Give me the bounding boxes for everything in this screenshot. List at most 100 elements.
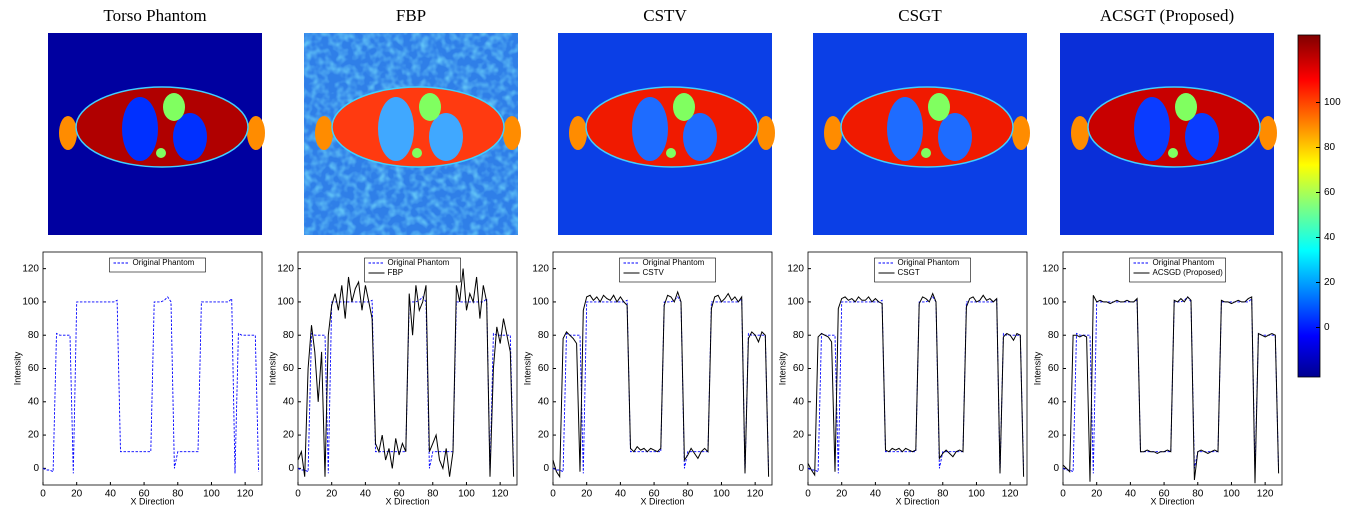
x-tick-label: 0	[550, 489, 556, 500]
x-tick-label: 80	[937, 489, 949, 500]
y-axis-label: Intensity	[12, 351, 22, 385]
y-tick-label: 60	[793, 363, 805, 374]
legend-label: CSTV	[643, 268, 665, 277]
arm	[1259, 116, 1277, 150]
legend-label: Original Phantom	[1153, 258, 1215, 267]
legend-box	[619, 257, 716, 283]
legend-label: FBP	[388, 268, 404, 277]
arm	[1071, 116, 1089, 150]
y-tick-label: 0	[798, 463, 804, 474]
y-tick-label: 80	[28, 330, 40, 341]
x-tick-label: 20	[326, 489, 338, 500]
y-tick-label: 100	[532, 297, 549, 308]
y-tick-label: 80	[538, 330, 550, 341]
y-axis-label: Intensity	[1032, 351, 1042, 385]
panel-title: CSGT	[898, 6, 942, 25]
reconstruction-image	[558, 33, 775, 235]
x-tick-label: 60	[394, 489, 406, 500]
colorbar-tick-label: 40	[1324, 232, 1336, 243]
y-tick-label: 0	[288, 463, 294, 474]
arm	[1012, 116, 1030, 150]
series-line	[552, 296, 770, 474]
arm	[503, 116, 521, 150]
x-tick-label: 40	[870, 489, 882, 500]
lung	[887, 97, 923, 161]
spine	[412, 148, 422, 158]
y-tick-label: 60	[538, 363, 550, 374]
series-line	[42, 296, 260, 474]
x-axis-label: X Direction	[130, 496, 174, 506]
spine	[921, 148, 931, 158]
heart	[163, 93, 185, 121]
legend-label: Original Phantom	[133, 258, 195, 267]
panel-title: FBP	[396, 6, 426, 25]
series-line	[297, 268, 515, 477]
reconstruction-image	[813, 33, 1030, 235]
y-tick-label: 0	[543, 463, 549, 474]
arm	[757, 116, 775, 150]
series-line	[552, 290, 770, 479]
legend-label: Original Phantom	[898, 258, 960, 267]
y-tick-label: 120	[532, 263, 549, 274]
legend-label: Original Phantom	[388, 258, 450, 267]
y-tick-label: 60	[283, 363, 295, 374]
x-tick-label: 40	[1125, 489, 1137, 500]
x-tick-label: 40	[360, 489, 372, 500]
y-tick-label: 120	[787, 263, 804, 274]
x-tick-label: 100	[1223, 489, 1240, 500]
colorbar	[1297, 34, 1321, 378]
reconstruction-image	[304, 33, 521, 235]
x-tick-label: 0	[295, 489, 301, 500]
x-tick-label: 120	[237, 489, 254, 500]
x-tick-label: 60	[1159, 489, 1171, 500]
y-tick-label: 40	[1048, 396, 1060, 407]
x-tick-label: 20	[1091, 489, 1103, 500]
x-axis-label: X Direction	[895, 496, 939, 506]
y-tick-label: 80	[283, 330, 295, 341]
heart	[928, 93, 950, 121]
y-axis-label: Intensity	[522, 351, 532, 385]
x-tick-label: 40	[105, 489, 117, 500]
y-axis-label: Intensity	[777, 351, 787, 385]
lung	[378, 97, 414, 161]
x-tick-label: 100	[713, 489, 730, 500]
colorbar-tick-label: 0	[1324, 322, 1330, 333]
plot-area	[1062, 251, 1283, 486]
series-line	[807, 292, 1025, 477]
x-tick-label: 100	[458, 489, 475, 500]
y-axis-label: Intensity	[267, 351, 277, 385]
y-tick-label: 20	[793, 430, 805, 441]
y-tick-label: 20	[283, 430, 295, 441]
y-tick-label: 100	[787, 297, 804, 308]
lung	[173, 113, 207, 161]
lung	[938, 113, 972, 161]
panel-title: Torso Phantom	[103, 6, 206, 25]
y-tick-label: 100	[277, 297, 294, 308]
legend-box	[109, 257, 206, 273]
legend-label: Original Phantom	[643, 258, 705, 267]
lung	[1134, 97, 1170, 161]
x-tick-label: 60	[649, 489, 661, 500]
x-axis-label: X Direction	[640, 496, 684, 506]
y-tick-label: 40	[28, 396, 40, 407]
y-tick-label: 120	[22, 263, 39, 274]
lung	[632, 97, 668, 161]
arm	[59, 116, 77, 150]
x-tick-label: 20	[836, 489, 848, 500]
panel-title: CSTV	[643, 6, 687, 25]
panel-title: ACSGT (Proposed)	[1100, 6, 1234, 25]
heart	[673, 93, 695, 121]
x-tick-label: 120	[747, 489, 764, 500]
y-tick-label: 120	[1042, 263, 1059, 274]
colorbar-tick-label: 20	[1324, 277, 1336, 288]
x-tick-label: 80	[172, 489, 184, 500]
x-tick-label: 0	[805, 489, 811, 500]
lung	[683, 113, 717, 161]
x-tick-label: 100	[203, 489, 220, 500]
legend-label: CSGT	[898, 268, 920, 277]
x-tick-label: 20	[71, 489, 83, 500]
arm	[247, 116, 265, 150]
y-tick-label: 120	[277, 263, 294, 274]
x-tick-label: 120	[1002, 489, 1019, 500]
